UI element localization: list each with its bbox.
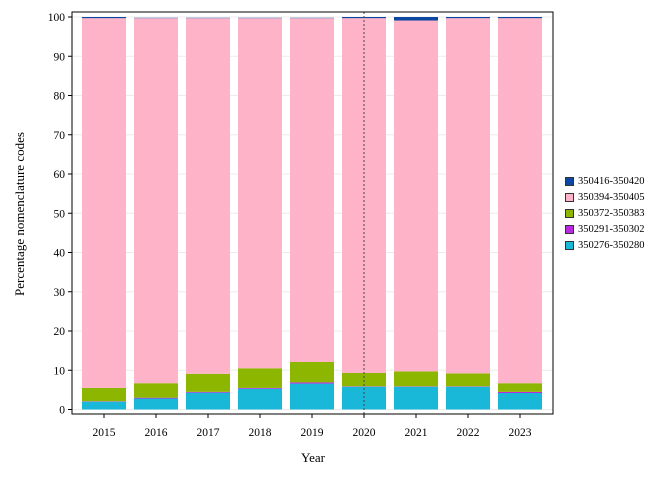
legend-item: 350394-350405 (565, 190, 645, 206)
bar-segment (290, 383, 334, 410)
bar-segment (342, 386, 386, 410)
bar-segment (394, 20, 438, 372)
legend-swatch (565, 193, 574, 203)
x-tick-label: 2022 (457, 427, 480, 439)
y-tick-label: 10 (54, 365, 66, 377)
y-tick-label: 0 (59, 405, 65, 417)
bars (82, 17, 542, 410)
bar-segment (498, 18, 542, 384)
y-tick-label: 30 (54, 287, 66, 299)
bar-segment (134, 398, 178, 410)
y-tick-label: 100 (48, 12, 66, 24)
x-tick-label: 2020 (353, 427, 376, 439)
bar-segment (238, 387, 282, 389)
x-tick-label: 2021 (405, 427, 428, 439)
x-axis-title: Year (301, 450, 326, 465)
bar-segment (186, 391, 230, 393)
bar-segment (394, 371, 438, 387)
x-tick-label: 2016 (145, 427, 168, 439)
bar-segment (446, 386, 490, 410)
x-tick-label: 2023 (509, 427, 532, 439)
legend-item: 350372-350383 (565, 206, 645, 222)
y-tick-label: 90 (54, 51, 66, 63)
bar-segment (238, 368, 282, 388)
bar-segment (342, 18, 386, 373)
bar-segment (134, 397, 178, 399)
bar-segment (342, 372, 386, 387)
legend-swatch (565, 224, 574, 234)
bar-segment (290, 382, 334, 384)
y-axis-title: Percentage nomenclature codes (12, 132, 27, 296)
bar-segment (82, 387, 126, 402)
bar-segment (394, 386, 438, 410)
legend-item: 350291-350302 (565, 221, 645, 237)
bar-segment (446, 18, 490, 374)
bar-segment (186, 18, 230, 374)
legend-swatch (565, 177, 574, 187)
y-tick-label: 70 (54, 130, 66, 142)
x-tick-label: 2017 (197, 427, 220, 439)
legend-label: 350291-350302 (578, 223, 645, 235)
bar-segment (82, 17, 126, 19)
legend-item: 350416-350420 (565, 174, 645, 190)
y-tick-label: 50 (54, 208, 66, 220)
x-tick-label: 2018 (249, 427, 272, 439)
bar-segment (186, 373, 230, 392)
bar-segment (238, 388, 282, 410)
bar-segment (498, 393, 542, 410)
bar-segment (134, 18, 178, 384)
legend: 350416-350420 350394-350405 350372-350383 3… (565, 174, 645, 253)
x-tick-label: 2015 (93, 427, 116, 439)
bar-segment (82, 18, 126, 388)
bar-segment (238, 18, 282, 369)
bar-segment (498, 17, 542, 19)
bar-segment (446, 373, 490, 387)
bar-segment (290, 18, 334, 363)
bar-segment (446, 17, 490, 19)
y-tick-label: 20 (54, 326, 66, 338)
bar-segment (498, 383, 542, 392)
legend-label: 350372-350383 (578, 207, 645, 219)
y-tick-label: 60 (54, 169, 66, 181)
bar-segment (290, 362, 334, 383)
legend-label: 350276-350280 (578, 239, 645, 251)
y-tick-label: 40 (54, 248, 66, 260)
x-tick-label: 2019 (301, 427, 324, 439)
legend-label: 350416-350420 (578, 176, 645, 188)
bar-segment (498, 391, 542, 394)
legend-swatch (565, 240, 574, 250)
bar-segment (394, 17, 438, 21)
bar-segment (186, 392, 230, 410)
legend-item: 350276-350280 (565, 237, 645, 253)
x-axis-ticks: 2015 2016 2017 2018 2019 2020 2021 2022 2023 (93, 414, 532, 439)
y-tick-label: 80 (54, 91, 66, 103)
bar-segment (134, 383, 178, 398)
bar-segment (82, 401, 126, 410)
legend-swatch (565, 208, 574, 218)
legend-label: 350394-350405 (578, 192, 645, 204)
y-axis-ticks: 0 10 20 30 40 50 60 70 80 90 100 (48, 12, 72, 417)
